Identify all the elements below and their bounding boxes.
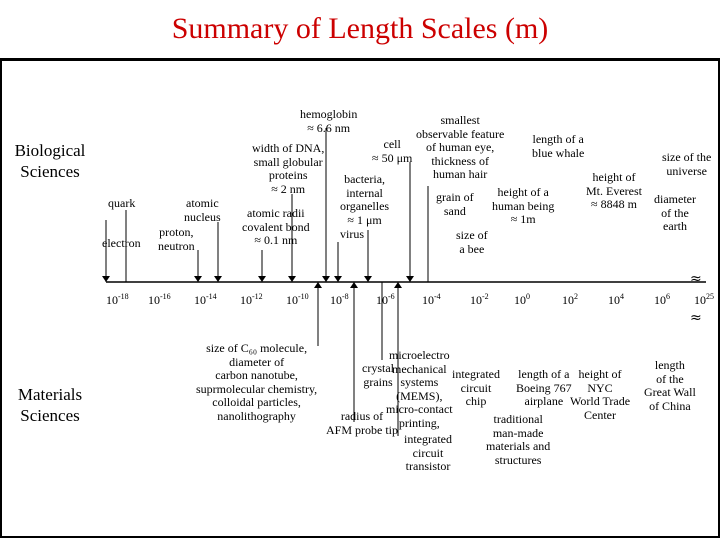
arrow-nucleus — [214, 276, 222, 282]
title-divider — [0, 58, 720, 61]
tick-exponent: -12 — [252, 292, 263, 301]
label-boeing: length of a Boeing 767 airplane — [516, 367, 572, 408]
label-nyc-wtc: height of NYC World Trade Center — [570, 367, 631, 422]
label-afm-probe: radius of AFM probe tip — [326, 409, 398, 437]
tick-base: 10 — [422, 293, 434, 307]
label-c60-nanotube: size of C₆₀ molecule, diameter of carbon… — [196, 341, 318, 423]
label-bacteria: bacteria, internal organelles ≈ 1 μm — [340, 172, 390, 227]
label-universe: size of the universe — [662, 150, 712, 178]
tick-exponent: 25 — [706, 292, 714, 301]
arrow-hemoglobin — [322, 276, 330, 282]
tick-base: 10 — [694, 293, 706, 307]
tick-label: 10-2 — [470, 292, 489, 308]
tick-label: 102 — [562, 292, 578, 308]
label-crystal-grains: crystal grains — [362, 361, 394, 389]
label-everest: height of Mt. Everest ≈ 8848 m — [586, 170, 642, 211]
tick-exponent: -18 — [118, 292, 129, 301]
tick-label: 10-14 — [194, 292, 217, 308]
label-electron: electron — [102, 236, 141, 250]
tick-exponent: -14 — [206, 292, 217, 301]
tick-label: 106 — [654, 292, 670, 308]
label-mems: microelectro mechanical systems (MEMS), … — [386, 348, 453, 430]
tick-exponent: 2 — [574, 292, 578, 301]
arrow-afm — [350, 282, 358, 288]
axis-break-mark-lower: ≈ — [690, 310, 702, 326]
tick-exponent: 0 — [526, 292, 530, 301]
label-smallest-feature: smallest observable feature of human eye… — [416, 113, 505, 181]
tick-label: 10-18 — [106, 292, 129, 308]
tick-base: 10 — [106, 293, 118, 307]
tick-base: 10 — [194, 293, 206, 307]
tick-exponent: -2 — [482, 292, 489, 301]
tick-base: 10 — [330, 293, 342, 307]
label-traditional-materials: traditional man-made materials and struc… — [486, 412, 551, 467]
label-sand: grain of sand — [436, 190, 474, 218]
label-human: height of a human being ≈ 1m — [492, 185, 555, 226]
tick-exponent: -6 — [388, 292, 395, 301]
label-ic-chip: integrated circuit chip — [452, 367, 500, 408]
tick-label: 10-6 — [376, 292, 395, 308]
tick-base: 10 — [608, 293, 620, 307]
label-whale: length of a blue whale — [532, 132, 585, 160]
arrow-proton — [194, 276, 202, 282]
tick-base: 10 — [286, 293, 298, 307]
tick-exponent: -8 — [342, 292, 349, 301]
page-title: Summary of Length Scales (m) — [171, 12, 549, 45]
label-hemoglobin: hemoglobin ≈ 6.6 nm — [300, 107, 358, 135]
arrow-bacteria — [364, 276, 372, 282]
label-atomic-nucleus: atomic nucleus — [184, 196, 221, 224]
tick-label: 10-10 — [286, 292, 309, 308]
tick-exponent: 4 — [620, 292, 624, 301]
tick-label: 1025 — [694, 292, 714, 308]
tick-base: 10 — [470, 293, 482, 307]
label-virus: virus — [340, 227, 364, 241]
arrow-virus — [334, 276, 342, 282]
bio-leader-lines — [105, 128, 429, 282]
mat-leader-lines — [317, 282, 399, 436]
label-atomic-radii: atomic radii covalent bond ≈ 0.1 nm — [242, 206, 310, 247]
tick-label: 10-8 — [330, 292, 349, 308]
tick-base: 10 — [562, 293, 574, 307]
label-bee: size of a bee — [456, 228, 488, 256]
tick-label: 104 — [608, 292, 624, 308]
axis-break-mark: ≈ — [690, 271, 702, 287]
tick-base: 10 — [148, 293, 160, 307]
arrow-dna — [288, 276, 296, 282]
tick-label: 10-4 — [422, 292, 441, 308]
tick-exponent: 6 — [666, 292, 670, 301]
tick-base: 10 — [514, 293, 526, 307]
arrow-heads — [102, 276, 414, 288]
label-proton-neutron: proton, neutron — [158, 225, 195, 253]
tick-base: 10 — [654, 293, 666, 307]
tick-label: 10-16 — [148, 292, 171, 308]
tick-base: 10 — [376, 293, 388, 307]
label-quark: quark — [108, 196, 136, 210]
arrow-c60 — [314, 282, 322, 288]
materials-sciences-heading: Materials Sciences — [17, 385, 83, 425]
tick-label: 10-12 — [240, 292, 263, 308]
tick-base: 10 — [240, 293, 252, 307]
arrow-atomic-radii — [258, 276, 266, 282]
biological-sciences-heading: Biological Sciences — [14, 141, 86, 181]
label-ic-transistor: integrated circuit transistor — [404, 432, 452, 473]
tick-label: 100 — [514, 292, 530, 308]
arrow-electron — [102, 276, 110, 282]
label-great-wall: length of the Great Wall of China — [644, 358, 696, 413]
label-earth: diameter of the earth — [654, 192, 696, 233]
arrow-cell — [406, 276, 414, 282]
tick-exponent: -16 — [160, 292, 171, 301]
label-cell: cell ≈ 50 μm — [372, 137, 413, 165]
arrow-mems — [394, 282, 402, 288]
tick-exponent: -10 — [298, 292, 309, 301]
label-dna-proteins: width of DNA, small globular proteins ≈ … — [252, 141, 325, 196]
tick-exponent: -4 — [434, 292, 441, 301]
title-band: Summary of Length Scales (m) — [0, 0, 720, 58]
